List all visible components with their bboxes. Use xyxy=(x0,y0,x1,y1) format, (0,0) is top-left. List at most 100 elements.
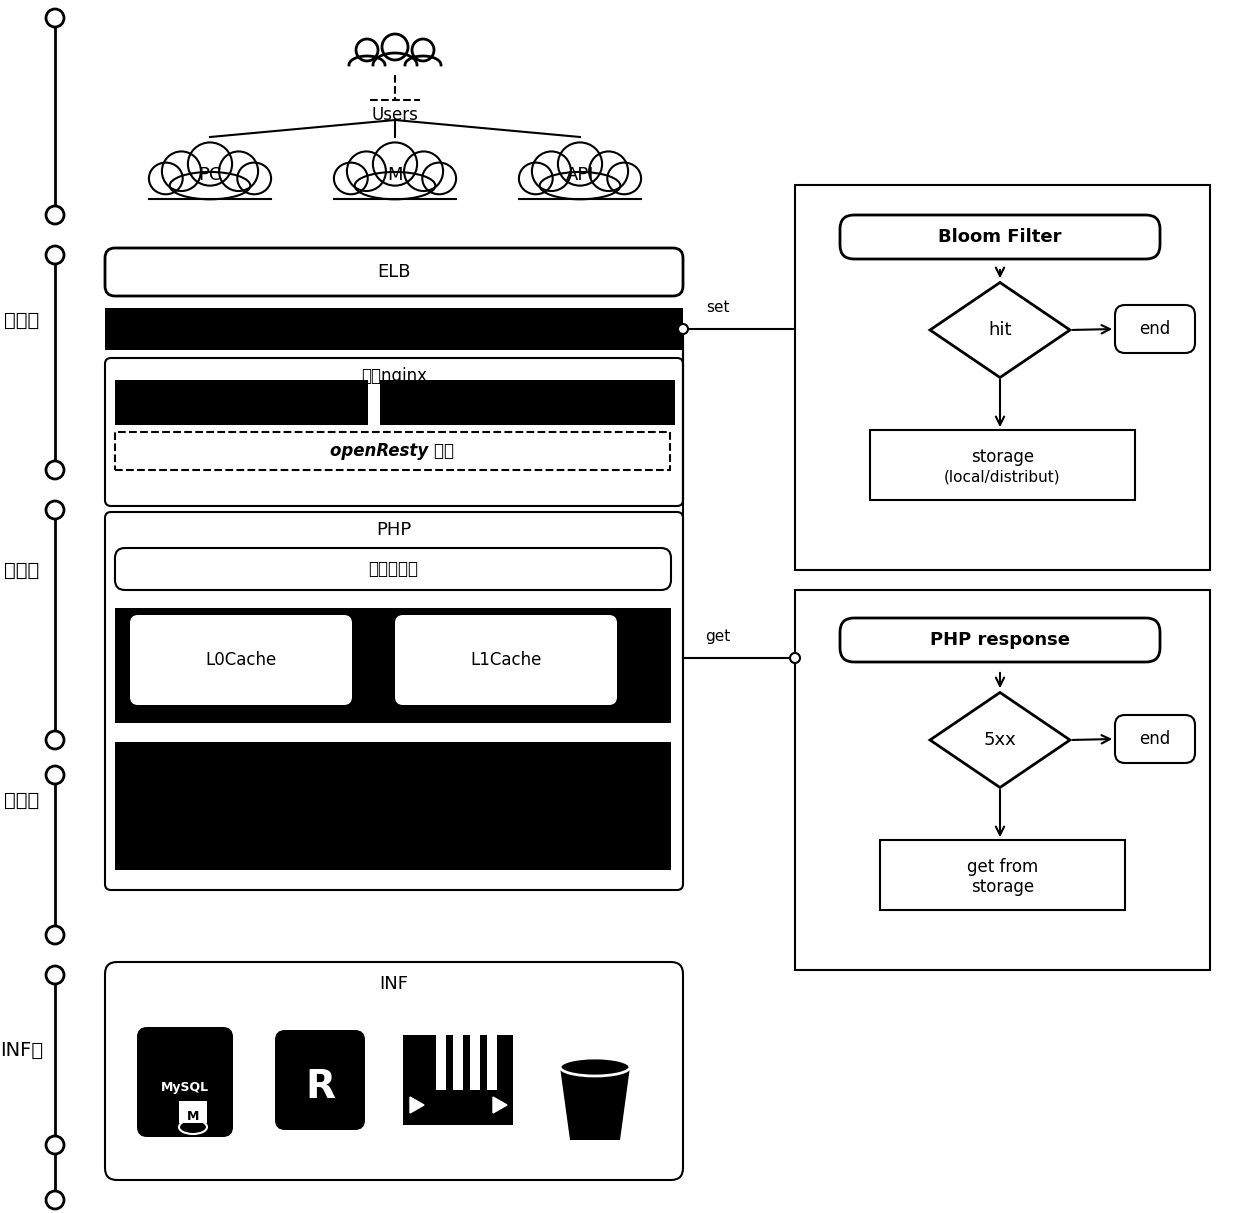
Ellipse shape xyxy=(162,152,201,190)
FancyBboxPatch shape xyxy=(839,617,1159,662)
Text: hit: hit xyxy=(988,321,1012,338)
Circle shape xyxy=(678,324,688,334)
Text: (local/distribut): (local/distribut) xyxy=(944,469,1060,484)
Circle shape xyxy=(46,1137,64,1154)
Bar xyxy=(332,177,458,199)
Polygon shape xyxy=(560,1067,630,1140)
Text: PHP: PHP xyxy=(377,522,412,539)
Text: 领域层: 领域层 xyxy=(5,791,40,809)
Ellipse shape xyxy=(179,1106,207,1120)
Text: storage: storage xyxy=(971,878,1034,896)
Text: end: end xyxy=(1140,320,1171,338)
Bar xyxy=(115,380,368,425)
Bar xyxy=(795,186,1210,570)
Bar xyxy=(148,177,273,199)
Circle shape xyxy=(46,926,64,944)
Text: MySQL: MySQL xyxy=(161,1081,210,1093)
FancyBboxPatch shape xyxy=(105,962,683,1180)
Ellipse shape xyxy=(373,142,417,186)
Text: get from: get from xyxy=(967,858,1038,876)
Ellipse shape xyxy=(149,163,182,194)
Polygon shape xyxy=(410,1097,424,1114)
Text: openResty 缓存: openResty 缓存 xyxy=(331,442,455,460)
Text: end: end xyxy=(1140,730,1171,748)
Circle shape xyxy=(46,206,64,224)
Ellipse shape xyxy=(404,152,443,190)
Text: L1Cache: L1Cache xyxy=(470,651,542,670)
Circle shape xyxy=(46,461,64,479)
Text: API: API xyxy=(565,166,594,184)
Bar xyxy=(436,1035,446,1090)
Polygon shape xyxy=(494,1097,507,1114)
FancyBboxPatch shape xyxy=(105,247,683,296)
Circle shape xyxy=(46,765,64,784)
FancyBboxPatch shape xyxy=(1115,714,1195,763)
Text: ELB: ELB xyxy=(377,263,410,281)
Ellipse shape xyxy=(608,163,641,194)
Text: 接入层: 接入层 xyxy=(5,560,40,580)
Text: M: M xyxy=(187,1110,200,1123)
Polygon shape xyxy=(930,693,1070,787)
Ellipse shape xyxy=(518,163,553,194)
Bar xyxy=(105,308,683,351)
Ellipse shape xyxy=(237,163,272,194)
Bar xyxy=(470,1035,480,1090)
Ellipse shape xyxy=(423,163,456,194)
Text: M: M xyxy=(387,166,403,184)
Ellipse shape xyxy=(355,172,435,199)
FancyBboxPatch shape xyxy=(1115,304,1195,353)
Text: INF层: INF层 xyxy=(0,1041,43,1059)
FancyBboxPatch shape xyxy=(839,215,1159,260)
Bar xyxy=(870,429,1135,500)
Polygon shape xyxy=(930,283,1070,377)
Ellipse shape xyxy=(170,172,250,199)
Ellipse shape xyxy=(589,152,629,190)
Text: PHP response: PHP response xyxy=(930,631,1070,649)
Bar xyxy=(795,590,1210,970)
Ellipse shape xyxy=(334,163,368,194)
Bar xyxy=(487,1035,497,1090)
Circle shape xyxy=(46,8,64,27)
Text: INF: INF xyxy=(379,975,408,993)
FancyBboxPatch shape xyxy=(275,1030,365,1131)
FancyBboxPatch shape xyxy=(105,358,683,506)
Bar xyxy=(179,1101,207,1123)
Text: Users: Users xyxy=(372,106,418,124)
Bar xyxy=(517,177,642,199)
Circle shape xyxy=(46,731,64,748)
Text: 5xx: 5xx xyxy=(983,731,1017,748)
Text: 核心业务层: 核心业务层 xyxy=(368,560,418,579)
FancyBboxPatch shape xyxy=(115,548,671,590)
Ellipse shape xyxy=(539,172,620,199)
Bar xyxy=(403,1035,513,1124)
Bar xyxy=(115,742,671,870)
Text: Bloom Filter: Bloom Filter xyxy=(939,228,1061,246)
FancyBboxPatch shape xyxy=(105,512,683,890)
Ellipse shape xyxy=(188,142,232,186)
Text: R: R xyxy=(305,1067,335,1106)
Circle shape xyxy=(46,501,64,519)
Bar xyxy=(453,1035,463,1090)
Bar xyxy=(880,839,1125,910)
Text: L0Cache: L0Cache xyxy=(206,651,277,670)
Circle shape xyxy=(46,1191,64,1209)
Bar xyxy=(115,432,670,469)
Ellipse shape xyxy=(219,152,258,190)
FancyBboxPatch shape xyxy=(130,615,352,705)
FancyBboxPatch shape xyxy=(136,1027,233,1137)
Circle shape xyxy=(790,653,800,664)
Text: PC: PC xyxy=(198,166,222,184)
Text: 表现层: 表现层 xyxy=(5,311,40,330)
Ellipse shape xyxy=(347,152,386,190)
Bar xyxy=(115,608,671,723)
Text: 应用nginx: 应用nginx xyxy=(361,368,427,385)
Ellipse shape xyxy=(560,1058,630,1076)
Text: get: get xyxy=(706,628,730,644)
Text: set: set xyxy=(707,300,730,314)
Text: storage: storage xyxy=(971,448,1034,466)
Circle shape xyxy=(46,246,64,264)
Bar xyxy=(379,380,675,425)
FancyBboxPatch shape xyxy=(396,615,618,705)
Circle shape xyxy=(46,966,64,984)
Ellipse shape xyxy=(532,152,570,190)
